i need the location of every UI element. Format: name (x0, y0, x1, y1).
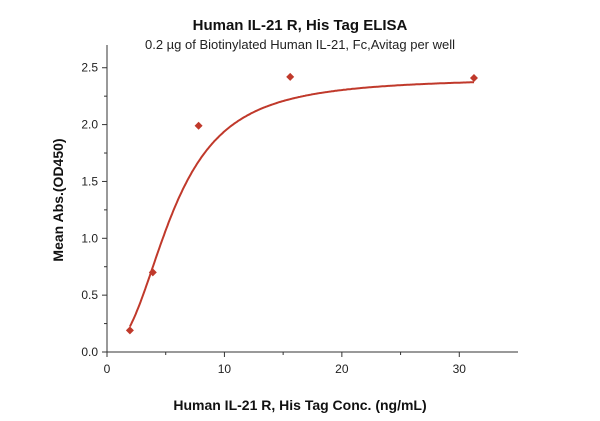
chart-subtitle: 0.2 µg of Biotinylated Human IL-21, Fc,A… (144, 37, 456, 52)
data-point (194, 121, 203, 130)
y-tick-label: 1.5 (81, 174, 98, 188)
data-point (469, 73, 478, 82)
y-tick-label: 1.0 (81, 231, 98, 245)
data-points (125, 72, 478, 335)
x-tick-label: 20 (335, 362, 349, 376)
y-tick-label: 0.0 (81, 345, 98, 359)
y-tick-label: 0.5 (81, 288, 98, 302)
chart-title: Human IL-21 R, His Tag ELISA (192, 17, 408, 34)
data-point (286, 72, 295, 81)
x-axis-label: Human IL-21 R, His Tag Conc. (ng/mL) (173, 397, 427, 413)
fit-curve (129, 81, 475, 328)
fit-curve-line (129, 81, 475, 328)
y-tick-label: 2.5 (81, 61, 98, 75)
x-tick-label: 30 (453, 362, 467, 376)
y-tick-label: 2.0 (81, 118, 98, 132)
y-axis-label: Mean Abs.(OD450) (50, 138, 66, 262)
data-point (125, 326, 134, 335)
axes: 0 10 20 30 0.0 0.5 1.0 1.5 2.0 2.5 (81, 45, 518, 376)
data-point (148, 268, 157, 277)
x-tick-label: 10 (218, 362, 232, 376)
x-tick-label: 0 (104, 362, 111, 376)
